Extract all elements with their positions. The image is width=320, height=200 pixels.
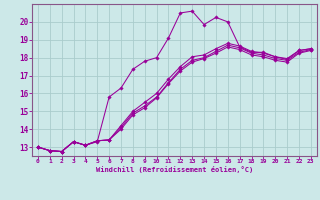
X-axis label: Windchill (Refroidissement éolien,°C): Windchill (Refroidissement éolien,°C) (96, 166, 253, 173)
